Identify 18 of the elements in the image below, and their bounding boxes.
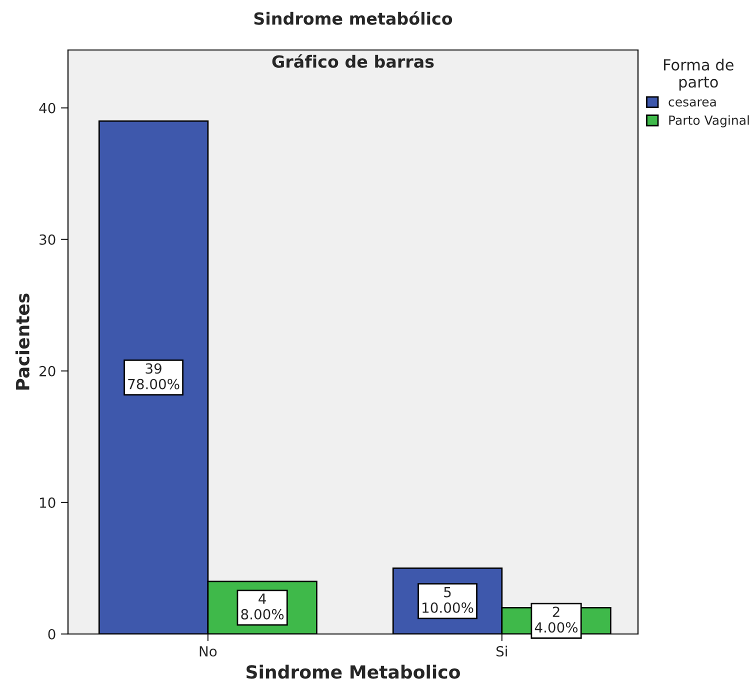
data-label: 4 8.00% [241,594,284,620]
x-tick-label: No [200,646,217,657]
x-axis-title: Sindrome Metabolico [246,664,460,679]
y-tick-label: 20 [40,366,56,376]
data-label: 5 10.00% [422,587,474,613]
x-tick-label: Si [496,646,507,657]
y-tick-label: 10 [40,497,56,508]
chart-title: Sindrome metabólico [254,11,452,25]
y-axis-title: Pacientes [15,294,30,390]
y-tick-label: 0 [48,628,56,640]
y-tick-label: 40 [39,102,56,114]
data-label: 2 4.00% [534,606,578,633]
legend-label: Parto Vaginal [669,115,749,128]
chart-subtitle: Gráfico de barras [272,54,434,68]
legend-label: cesarea [668,99,716,107]
y-tick-label: 30 [40,234,56,245]
data-label: 39 78.00% [128,363,180,390]
legend-title: Forma de parto [664,58,734,91]
